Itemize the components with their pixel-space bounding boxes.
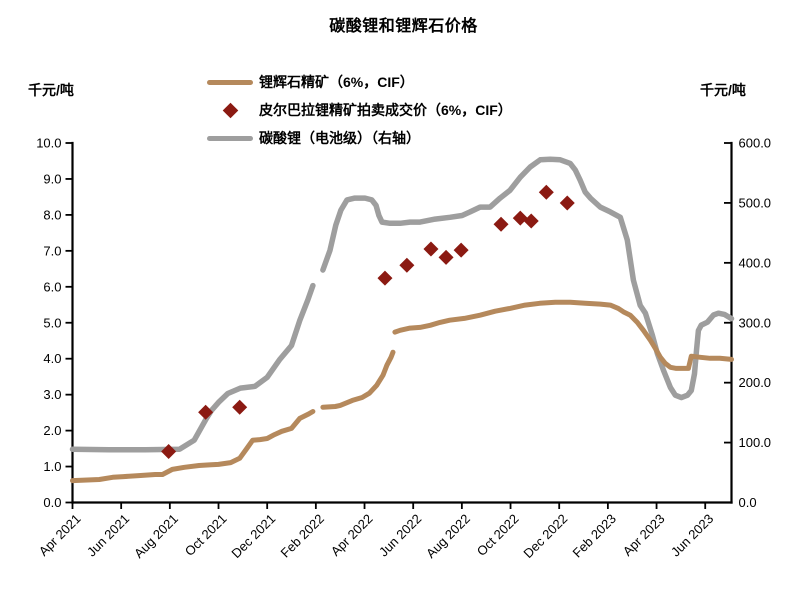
left-axis-tick-label: 10.0 [36, 136, 61, 151]
x-axis-tick-label: Dec 2021 [228, 511, 278, 561]
x-axis-tick-label: Jun 2022 [376, 511, 424, 559]
auction-price-diamond [377, 270, 393, 286]
right-axis-tick-label: 0.0 [739, 495, 757, 510]
auction-price-diamond [559, 195, 575, 211]
right-axis-tick-label: 500.0 [739, 195, 772, 210]
x-axis-tick-label: Aug 2021 [131, 511, 181, 561]
left-axis-tick-label: 0.0 [43, 495, 61, 510]
right-axis-unit-label: 千元/吨 [700, 82, 746, 98]
price-line-segment [69, 282, 316, 453]
left-axis-tick-label: 1.0 [43, 459, 61, 474]
auction-price-diamond [438, 249, 454, 265]
auction-price-diamond [523, 213, 539, 229]
legend-item-lithium-carbonate: 碳酸锂（电池级）（右轴） [205, 124, 512, 152]
auction-price-diamond [512, 210, 528, 226]
auction-price-diamond [423, 241, 439, 257]
right-axis-tick-label: 300.0 [739, 315, 772, 330]
left-axis-tick-label: 2.0 [43, 423, 61, 438]
x-axis-tick-label: Apr 2021 [36, 511, 84, 559]
left-axis-tick-label: 3.0 [43, 387, 61, 402]
price-line-segment [320, 349, 396, 410]
left-axis-tick-label: 8.0 [43, 207, 61, 222]
auction-diamond-marker-icon [205, 102, 255, 118]
left-axis-tick-label: 6.0 [43, 279, 61, 294]
legend-item-spodumene: 锂辉石精矿（6%，CIF） [205, 68, 512, 96]
auction-price-diamond [232, 399, 248, 415]
chart-title: 碳酸锂和锂辉石价格 [329, 18, 478, 35]
right-axis-tick-label: 600.0 [739, 136, 772, 151]
x-axis-tick-label: Feb 2022 [278, 511, 327, 560]
x-axis-tick-label: Apr 2023 [620, 511, 668, 559]
left-axis-tick-label: 4.0 [43, 351, 61, 366]
left-axis-tick-label: 9.0 [43, 171, 61, 186]
right-axis-tick-label: 200.0 [739, 375, 772, 390]
x-axis-tick-label: Jun 2021 [84, 511, 132, 559]
auction-price-diamond [453, 242, 469, 258]
price-line-segment [320, 156, 735, 401]
price-line-segment [70, 409, 316, 484]
x-axis-tick-label: Feb 2023 [570, 511, 619, 560]
x-axis-tick-label: Dec 2022 [520, 511, 570, 561]
legend-label: 锂辉石精矿（6%，CIF） [259, 74, 414, 90]
x-axis-tick-label: Jun 2023 [668, 511, 716, 559]
spodumene-line-swatch-icon [205, 79, 255, 85]
legend-label: 碳酸锂（电池级）（右轴） [259, 130, 420, 146]
auction-price-diamond [538, 184, 554, 200]
left-axis-tick-label: 5.0 [43, 315, 61, 330]
right-axis-tick-label: 400.0 [739, 255, 772, 270]
carbonate-line-swatch-icon [205, 135, 255, 141]
x-axis-tick-label: Apr 2022 [328, 511, 376, 559]
x-axis-tick-label: Oct 2021 [182, 511, 230, 559]
legend-item-pilbara-auction: 皮尔巴拉锂精矿拍卖成交价（6%，CIF） [205, 96, 512, 124]
right-axis-tick-label: 100.0 [739, 435, 772, 450]
x-axis-tick-label: Aug 2022 [423, 511, 473, 561]
chart-legend: 锂辉石精矿（6%，CIF） 皮尔巴拉锂精矿拍卖成交价（6%，CIF） 碳酸锂（电… [205, 68, 512, 152]
x-axis-tick-label: Oct 2022 [474, 511, 522, 559]
auction-price-diamond [161, 443, 177, 459]
auction-price-diamond [399, 257, 415, 273]
auction-price-diamond [493, 216, 509, 232]
legend-label: 皮尔巴拉锂精矿拍卖成交价（6%，CIF） [259, 102, 512, 118]
price-line-segment [392, 299, 734, 371]
left-axis-tick-label: 7.0 [43, 243, 61, 258]
left-axis-unit-label: 千元/吨 [28, 82, 74, 98]
